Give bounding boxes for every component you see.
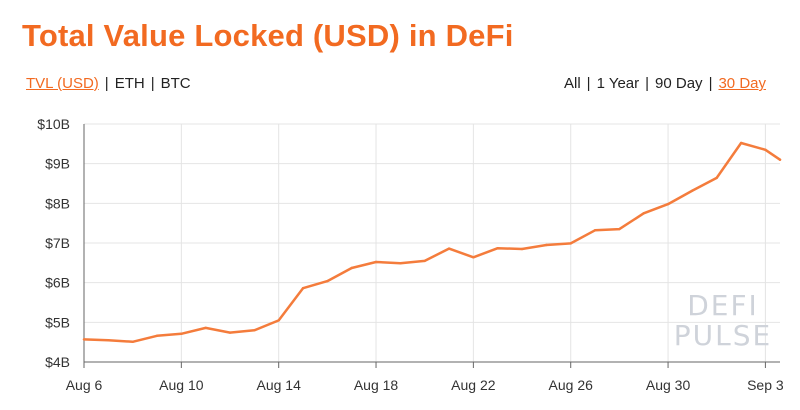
- data-point[interactable]: [691, 189, 694, 192]
- data-point[interactable]: [277, 319, 280, 322]
- y-tick-label: $4B: [45, 354, 70, 370]
- separator: |: [708, 75, 713, 92]
- watermark-line-1: DEFI: [687, 289, 759, 322]
- data-point[interactable]: [618, 227, 621, 231]
- x-tick-label: Aug 26: [549, 377, 594, 393]
- y-tick-label: $7B: [45, 235, 70, 251]
- range-30-day-option[interactable]: 30 Day: [718, 75, 766, 92]
- data-point[interactable]: [496, 247, 499, 250]
- data-point[interactable]: [301, 287, 305, 290]
- data-point[interactable]: [569, 242, 572, 245]
- data-point[interactable]: [82, 338, 86, 341]
- separator: |: [150, 75, 155, 92]
- tvl-series-line: [82, 141, 782, 344]
- range-90-day-option[interactable]: 90 Day: [655, 75, 703, 92]
- btc-option[interactable]: BTC: [160, 75, 191, 92]
- data-point[interactable]: [253, 329, 256, 332]
- data-point[interactable]: [228, 331, 232, 334]
- data-point[interactable]: [447, 247, 451, 250]
- data-point[interactable]: [778, 158, 782, 161]
- data-point[interactable]: [423, 259, 426, 263]
- x-tick-label: Aug 10: [159, 377, 204, 393]
- watermark-line-2: PULSE: [674, 319, 772, 352]
- data-point[interactable]: [593, 229, 597, 232]
- axes: $4B $5B $6B $7B $8B $9B $10B Aug 6 Aug 10 Aug 14 A…: [37, 116, 784, 393]
- x-tick-label: Aug 30: [646, 377, 691, 393]
- y-tick-label: $6B: [45, 275, 70, 291]
- data-point[interactable]: [326, 279, 329, 283]
- data-point[interactable]: [642, 212, 645, 215]
- data-point[interactable]: [399, 262, 402, 265]
- data-point[interactable]: [472, 256, 475, 259]
- x-tick-label: Aug 6: [66, 377, 103, 393]
- separator: |: [104, 75, 109, 92]
- data-point[interactable]: [715, 176, 718, 180]
- tvl-usd-option[interactable]: TVL (USD): [26, 75, 99, 92]
- y-tick-label: $5B: [45, 314, 70, 330]
- range-selector: All | 1 Year | 90 Day | 30 Day: [564, 75, 766, 92]
- currency-selector: TVL (USD) | ETH | BTC: [26, 75, 191, 92]
- chart-title: Total Value Locked (USD) in DeFi: [22, 18, 514, 53]
- x-tick-label: Aug 22: [451, 377, 496, 393]
- data-point[interactable]: [107, 339, 110, 342]
- data-point[interactable]: [374, 260, 378, 264]
- data-point[interactable]: [545, 243, 548, 247]
- data-point[interactable]: [666, 202, 670, 206]
- data-point[interactable]: [155, 334, 159, 337]
- data-point[interactable]: [350, 266, 353, 270]
- x-tick-label: Aug 14: [256, 377, 301, 393]
- separator: |: [645, 75, 650, 92]
- data-point[interactable]: [131, 340, 134, 343]
- series: [82, 141, 782, 344]
- data-point[interactable]: [764, 148, 767, 151]
- data-point[interactable]: [204, 326, 207, 330]
- separator: |: [586, 75, 591, 92]
- y-tick-label: $8B: [45, 195, 70, 211]
- range-1-year-option[interactable]: 1 Year: [596, 75, 640, 92]
- watermark: DEFI PULSE: [674, 289, 772, 352]
- data-point[interactable]: [520, 247, 524, 251]
- range-all-option[interactable]: All: [564, 75, 581, 92]
- y-tick-label: $9B: [45, 156, 70, 172]
- data-point[interactable]: [739, 141, 743, 145]
- eth-option[interactable]: ETH: [114, 75, 145, 92]
- x-tick-label: Aug 18: [354, 377, 399, 393]
- data-point[interactable]: [180, 332, 183, 335]
- y-tick-label: $10B: [37, 116, 70, 132]
- x-tick-label: Sep 3: [747, 377, 784, 393]
